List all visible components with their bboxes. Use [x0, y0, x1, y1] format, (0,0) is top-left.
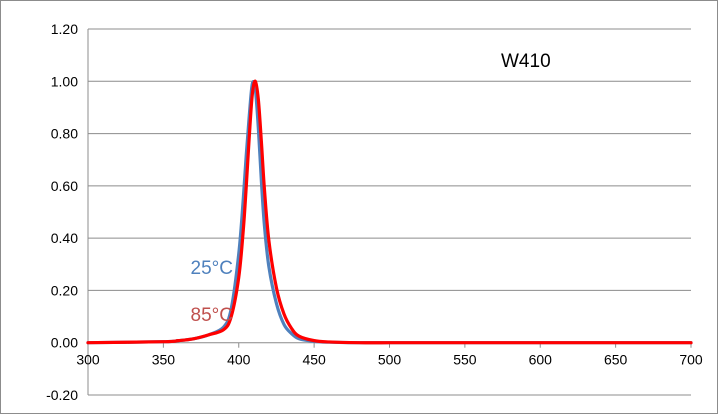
annotation-label-0: 25°C — [191, 258, 233, 279]
x-tick-label-2: 400 — [227, 352, 251, 368]
x-tick-label-3: 450 — [302, 352, 326, 368]
chart-title: W410 — [501, 51, 551, 72]
y-tick-label-1: 1.00 — [51, 73, 78, 89]
x-tick-label-4: 500 — [378, 352, 402, 368]
tick-labels: 1.20 1.00 0.80 0.60 0.40 0.20 0.00 -0.20 300 350 4… — [46, 21, 703, 403]
y-tick-label-6: 0.00 — [51, 335, 78, 351]
y-tick-label-4: 0.40 — [51, 230, 78, 246]
y-tick-label-0: 1.20 — [51, 21, 78, 37]
x-tick-label-1: 350 — [152, 352, 176, 368]
series-line-0 — [86, 80, 693, 345]
annotations: 25°C 85°C — [191, 258, 233, 326]
x-tick-label-6: 600 — [529, 352, 553, 368]
x-tick-label-5: 550 — [453, 352, 477, 368]
series-line-1 — [86, 79, 693, 345]
y-tick-label-3: 0.60 — [51, 178, 78, 194]
x-tick-label-7: 650 — [604, 352, 628, 368]
x-tick-label-0: 300 — [76, 352, 100, 368]
annotation-label-1: 85°C — [191, 305, 233, 326]
x-tick-label-8: 700 — [679, 352, 703, 368]
gridlines — [88, 28, 691, 396]
y-tick-label-5: 0.20 — [51, 282, 78, 298]
y-tick-label-2: 0.80 — [51, 126, 78, 142]
series-lines — [86, 79, 693, 345]
y-tick-label-7: -0.20 — [46, 387, 78, 403]
